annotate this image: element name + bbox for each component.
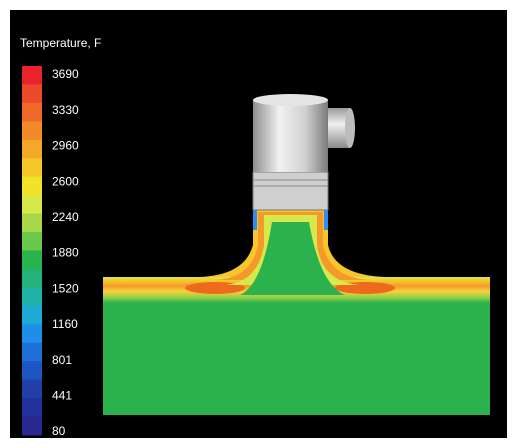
legend-label: 801 <box>52 353 72 367</box>
color-band <box>22 380 42 399</box>
page: {"legend": {"title": "Temperature, F", "… <box>0 0 517 448</box>
color-band <box>22 232 42 251</box>
color-band <box>22 103 42 122</box>
color-band <box>22 84 42 103</box>
collar <box>253 172 328 210</box>
color-band <box>22 343 42 362</box>
cylinder-top <box>253 94 328 106</box>
legend-label: 2960 <box>52 139 79 153</box>
color-band <box>22 195 42 214</box>
legend-label: 1880 <box>52 246 79 260</box>
legend-label: 441 <box>52 388 72 402</box>
color-band <box>22 140 42 159</box>
color-band <box>22 398 42 417</box>
color-band <box>22 269 42 288</box>
cylinder <box>253 100 328 172</box>
legend-title: Temperature, F <box>20 36 101 50</box>
color-band <box>22 121 42 140</box>
color-band <box>22 417 42 436</box>
color-band <box>22 251 42 270</box>
legend-label: 3330 <box>52 103 79 117</box>
visualization: Temperature, F 3690 3330 2960 2600 2240 1880 1… <box>0 0 517 448</box>
legend-label: 2600 <box>52 174 79 188</box>
legend-label: 1520 <box>52 281 79 295</box>
legend-label: 3690 <box>52 67 79 81</box>
legend-label: 2240 <box>52 210 79 224</box>
color-band <box>22 66 42 85</box>
color-bar <box>22 66 42 436</box>
legend-label: 80 <box>52 424 66 438</box>
legend-label: 1160 <box>52 317 78 331</box>
pipe-end <box>345 108 355 148</box>
color-band <box>22 177 42 196</box>
color-band <box>22 214 42 233</box>
color-band <box>22 287 42 306</box>
color-band <box>22 361 42 380</box>
color-band <box>22 306 42 325</box>
color-band <box>22 158 42 177</box>
color-band <box>22 324 42 343</box>
